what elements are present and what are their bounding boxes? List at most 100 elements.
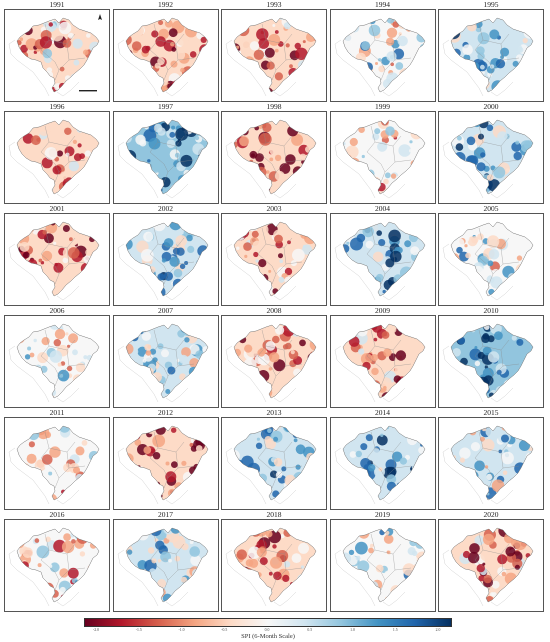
colorbar-tick-label: 1.0 [350,628,355,632]
spi-patch [476,46,485,55]
spi-patch [273,571,282,581]
neighbor-border [334,39,405,97]
spi-patch [517,488,528,499]
spi-patch [88,450,99,462]
spi-patch [344,426,355,436]
spi-patch [168,131,175,138]
spi-patch [303,577,312,586]
spi-patch [234,126,243,136]
spi-patch [345,53,351,60]
brazil-map [117,323,208,403]
spi-patch [180,460,186,466]
spi-patch [343,326,353,336]
spi-patch [457,173,469,185]
spi-patch [302,280,313,292]
spi-patch [497,85,503,90]
country-fill [17,120,99,194]
spi-patch [461,181,469,189]
spi-patch [87,431,95,438]
spi-patch [57,474,66,484]
neighbor-border [117,141,188,199]
spi-patch [303,84,308,90]
state-borders [474,23,520,81]
spi-patch [146,373,156,383]
spi-patch [515,427,527,440]
spi-patch [411,25,417,31]
spi-patch [237,436,243,442]
spi-patch [469,543,480,554]
spi-patch [183,426,188,431]
spi-patch [193,369,204,380]
spi-patch [494,331,503,340]
spi-patch [47,185,54,192]
spi-patch [33,364,42,373]
spi-patch [478,575,485,582]
spi-patch [157,20,163,26]
spi-patch [512,327,522,337]
panel-year-label: 2004 [375,204,390,213]
spi-patch [239,324,246,328]
spi-patch [451,286,460,296]
spi-patch [410,120,421,130]
spi-patch [131,278,141,288]
spi-patch [394,364,407,377]
spi-patch [284,474,296,487]
spi-patch [310,366,315,371]
spi-patch [459,485,464,489]
spi-patch [190,324,201,334]
spi-patch [310,531,316,540]
spi-patch [309,65,316,79]
spi-patch [68,333,79,344]
neighbor-border [225,243,297,301]
panel-year-label: 2017 [158,510,173,519]
spi-patch [33,338,37,343]
spi-patch [342,244,349,253]
spi-patch [42,229,48,235]
state-borders [149,125,194,183]
spi-patch [93,499,99,500]
spi-patch [196,584,205,593]
spi-patch [410,160,418,168]
spi-patch [39,445,47,452]
spi-patch [125,170,132,181]
spi-patch [192,166,206,180]
spi-patch [264,436,272,444]
spi-patch [386,466,397,477]
spi-patch [57,369,70,382]
spi-patch [48,397,52,398]
state-borders [40,227,86,285]
spi-patch [369,447,380,459]
spi-patch [125,334,131,341]
spi-patch [362,590,374,601]
spi-patch [500,388,507,394]
spi-patch [466,84,477,92]
spi-patch [200,36,207,43]
spi-patch [78,579,89,591]
spi-patch [241,469,255,482]
spi-patch [412,572,422,583]
spi-patch [125,156,137,167]
spi-patch [193,492,204,500]
spi-patch [241,384,252,395]
spi-patch [348,336,359,347]
spi-patch [270,470,278,479]
brazil-map [334,221,425,301]
spi-patch [486,145,498,157]
map-panel-2017: 2017 [112,510,219,612]
spi-patch [347,371,358,382]
spi-patch [312,534,316,539]
spi-patch [511,387,522,398]
spi-patch [159,551,171,563]
spi-patch [79,584,88,594]
country-outline [16,17,100,93]
spi-patch [71,539,76,544]
state-borders [257,23,303,81]
spi-patch [473,120,481,128]
spi-patch [45,284,49,288]
map-panel-2002: 2002 [112,204,219,306]
spi-patch [243,242,252,251]
spi-patch [133,481,142,489]
spi-patch [83,484,90,491]
spi-patch [181,282,194,294]
spi-patch [199,260,208,268]
